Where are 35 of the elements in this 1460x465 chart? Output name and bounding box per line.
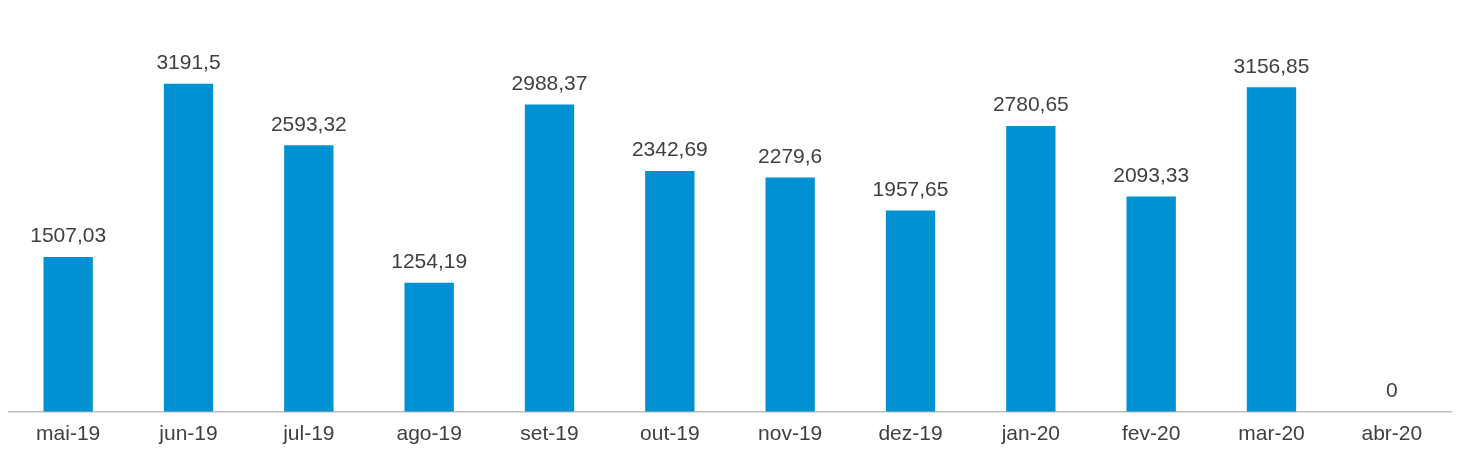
bar bbox=[404, 282, 454, 412]
x-tick-label: mar-20 bbox=[1238, 421, 1305, 445]
data-label: 2342,69 bbox=[631, 137, 708, 161]
data-label: 2093,33 bbox=[1113, 162, 1190, 186]
x-tick-label: jan-20 bbox=[1000, 421, 1061, 445]
bar bbox=[524, 104, 575, 412]
x-tick-label: fev-20 bbox=[1121, 421, 1181, 445]
bar bbox=[765, 177, 815, 412]
x-tick-label: mai-19 bbox=[36, 421, 101, 445]
data-label: 2593,32 bbox=[270, 111, 347, 135]
x-tick-label: abr-20 bbox=[1361, 421, 1423, 445]
data-label: 2780,65 bbox=[992, 92, 1069, 116]
x-tick-label: jun-19 bbox=[158, 421, 218, 445]
data-label: 1957,65 bbox=[872, 176, 949, 200]
bar bbox=[1006, 125, 1056, 412]
x-tick-label: jul-19 bbox=[282, 421, 335, 445]
x-tick-label: out-19 bbox=[640, 421, 700, 445]
data-label: 1507,03 bbox=[30, 223, 107, 247]
data-label: 2988,37 bbox=[511, 70, 588, 94]
bar bbox=[645, 170, 695, 412]
bar bbox=[1246, 87, 1297, 412]
data-label: 0 bbox=[1385, 378, 1398, 402]
x-tick-label: nov-19 bbox=[758, 421, 823, 445]
x-tick-label: ago-19 bbox=[396, 421, 462, 445]
bar bbox=[284, 145, 334, 412]
data-label: 3156,85 bbox=[1233, 53, 1310, 77]
bar bbox=[885, 210, 936, 412]
bar bbox=[43, 256, 93, 412]
x-tick-label: dez-19 bbox=[878, 421, 943, 445]
bar bbox=[1126, 196, 1176, 412]
x-tick-label: set-19 bbox=[520, 421, 579, 445]
bar bbox=[163, 83, 214, 412]
data-label: 2279,6 bbox=[758, 143, 823, 167]
data-label: 1254,19 bbox=[391, 249, 468, 273]
data-label: 3191,5 bbox=[156, 50, 221, 74]
